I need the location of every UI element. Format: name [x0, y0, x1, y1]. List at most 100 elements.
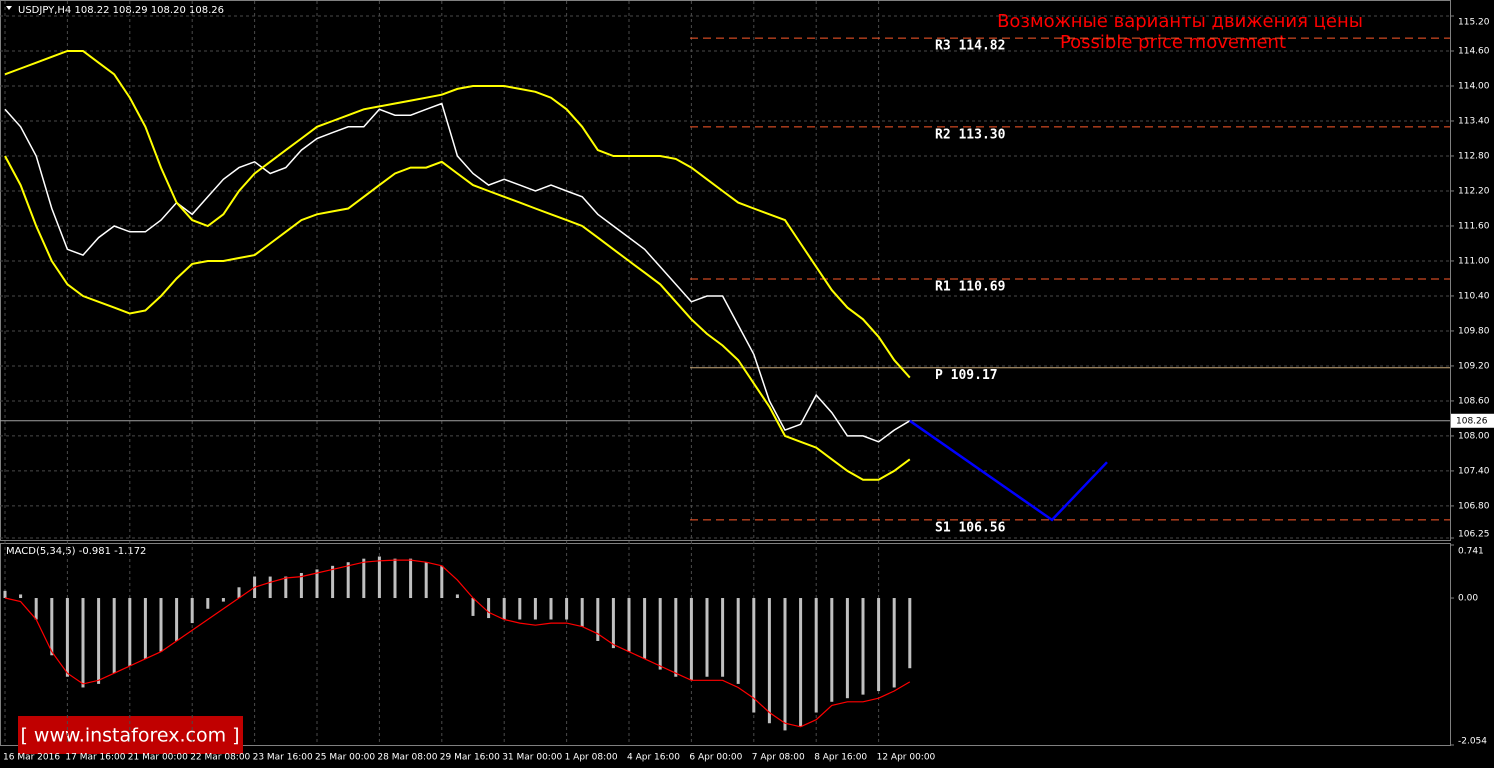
histogram-bar — [393, 558, 397, 599]
histogram-bar — [736, 598, 740, 684]
y-tick-label: 109.80 — [1458, 326, 1490, 336]
y-tick-label: 113.40 — [1458, 116, 1490, 126]
y-tick-label: 108.60 — [1458, 396, 1490, 406]
pivot-label: P 109.17 — [935, 368, 998, 383]
x-tick-label: 6 Apr 00:00 — [689, 753, 742, 763]
histogram-bar — [877, 598, 881, 692]
x-tick-label: 1 Apr 08:00 — [565, 753, 618, 763]
histogram-bar — [658, 598, 662, 670]
pivot-label: R2 113.30 — [935, 127, 1006, 142]
histogram-bar — [331, 565, 335, 599]
histogram-bar — [892, 598, 896, 688]
x-tick-label: 16 Mar 2016 — [3, 753, 60, 763]
histogram-bar — [3, 590, 7, 599]
y-tick-label: 109.20 — [1458, 361, 1490, 371]
histogram-bar — [814, 598, 818, 713]
histogram-bar — [143, 598, 147, 659]
histogram-bar — [455, 594, 459, 599]
histogram-bar — [268, 576, 272, 599]
histogram-bar — [284, 576, 288, 599]
histogram-bar — [767, 598, 771, 724]
y-tick-label: 111.00 — [1458, 256, 1490, 266]
histogram-bar — [799, 598, 803, 727]
histogram-bar — [752, 598, 756, 713]
x-tick-label: 31 Mar 00:00 — [502, 753, 562, 763]
histogram-bar — [580, 598, 584, 627]
y-tick-label: 114.00 — [1458, 81, 1490, 91]
y-tick-label: 110.40 — [1458, 291, 1490, 301]
histogram-bar — [611, 598, 615, 649]
histogram-bar — [19, 594, 23, 599]
histogram-bar — [471, 598, 475, 616]
histogram-bar — [50, 598, 54, 656]
x-tick-label: 29 Mar 16:00 — [440, 753, 500, 763]
title-arrow — [6, 6, 12, 10]
price-line — [4, 102, 911, 443]
price-panel-frame — [0, 0, 1451, 541]
histogram-bar — [299, 572, 303, 599]
histogram-bar — [705, 598, 709, 677]
histogram-bar — [627, 598, 631, 652]
y-tick-label: 112.80 — [1458, 151, 1490, 161]
y-tick-label: -2.054 — [1458, 737, 1487, 747]
histogram-bar — [362, 558, 366, 599]
histogram-bar — [97, 598, 101, 684]
y-tick-label: 106.25 — [1458, 530, 1490, 540]
x-tick-label: 17 Mar 16:00 — [65, 753, 125, 763]
x-tick-label: 28 Mar 08:00 — [377, 753, 437, 763]
pivot-label: R3 114.82 — [935, 39, 1005, 54]
histogram-bar — [689, 598, 693, 681]
histogram-bar — [674, 598, 678, 677]
y-tick-label: 115.20 — [1458, 18, 1490, 28]
annotation: Возможные варианты движения цены — [997, 11, 1363, 32]
histogram-bar — [596, 598, 600, 641]
histogram-bar — [549, 598, 553, 620]
bollinger-band — [4, 155, 911, 481]
y-tick-label: 106.80 — [1458, 501, 1490, 511]
y-tick-label: 112.20 — [1458, 186, 1490, 196]
x-tick-label: 7 Apr 08:00 — [752, 753, 805, 763]
histogram-bar — [533, 598, 537, 620]
y-tick-label: 0.741 — [1458, 547, 1484, 557]
histogram-bar — [440, 565, 444, 599]
histogram-bar — [409, 558, 413, 599]
macd-panel-frame — [0, 543, 1451, 746]
histogram-bar — [424, 562, 428, 599]
pivot-label: R1 110.69 — [935, 280, 1005, 295]
histogram-bar — [845, 598, 849, 699]
histogram-bar — [112, 598, 116, 674]
y-tick-label: 108.00 — [1458, 431, 1490, 441]
macd-title: MACD(5,34,5) -0.981 -1.172 — [6, 546, 146, 557]
forecast-line — [909, 419, 1108, 522]
histogram-bar — [81, 598, 85, 688]
x-tick-label: 25 Mar 00:00 — [315, 753, 375, 763]
histogram-bar — [237, 587, 241, 599]
histogram-bar — [377, 556, 381, 599]
histogram-bar — [128, 598, 132, 667]
histogram-bar — [861, 598, 865, 695]
y-tick-label: 0.00 — [1458, 594, 1478, 604]
y-tick-label: 107.40 — [1458, 466, 1490, 476]
histogram-bar — [159, 598, 163, 652]
watermark-box — [18, 716, 243, 754]
annotation: Possible price movement — [1060, 32, 1286, 53]
y-tick-label: 111.60 — [1458, 221, 1490, 231]
bollinger-band — [4, 50, 911, 379]
histogram-bar — [190, 598, 194, 624]
current-price-box — [1451, 413, 1494, 428]
histogram-bar — [346, 562, 350, 599]
x-tick-label: 23 Mar 16:00 — [253, 753, 313, 763]
current-price-label: 108.26 — [1456, 416, 1488, 426]
histogram-bar — [487, 598, 491, 619]
x-tick-label: 4 Apr 16:00 — [627, 753, 680, 763]
pivot-label: S1 106.56 — [935, 520, 1006, 535]
histogram-bar — [783, 598, 787, 731]
signal-line — [4, 559, 911, 728]
histogram-bar — [565, 598, 569, 620]
histogram-bar — [65, 598, 69, 677]
histogram-bar — [908, 598, 912, 669]
y-tick-label: 114.60 — [1458, 46, 1490, 56]
